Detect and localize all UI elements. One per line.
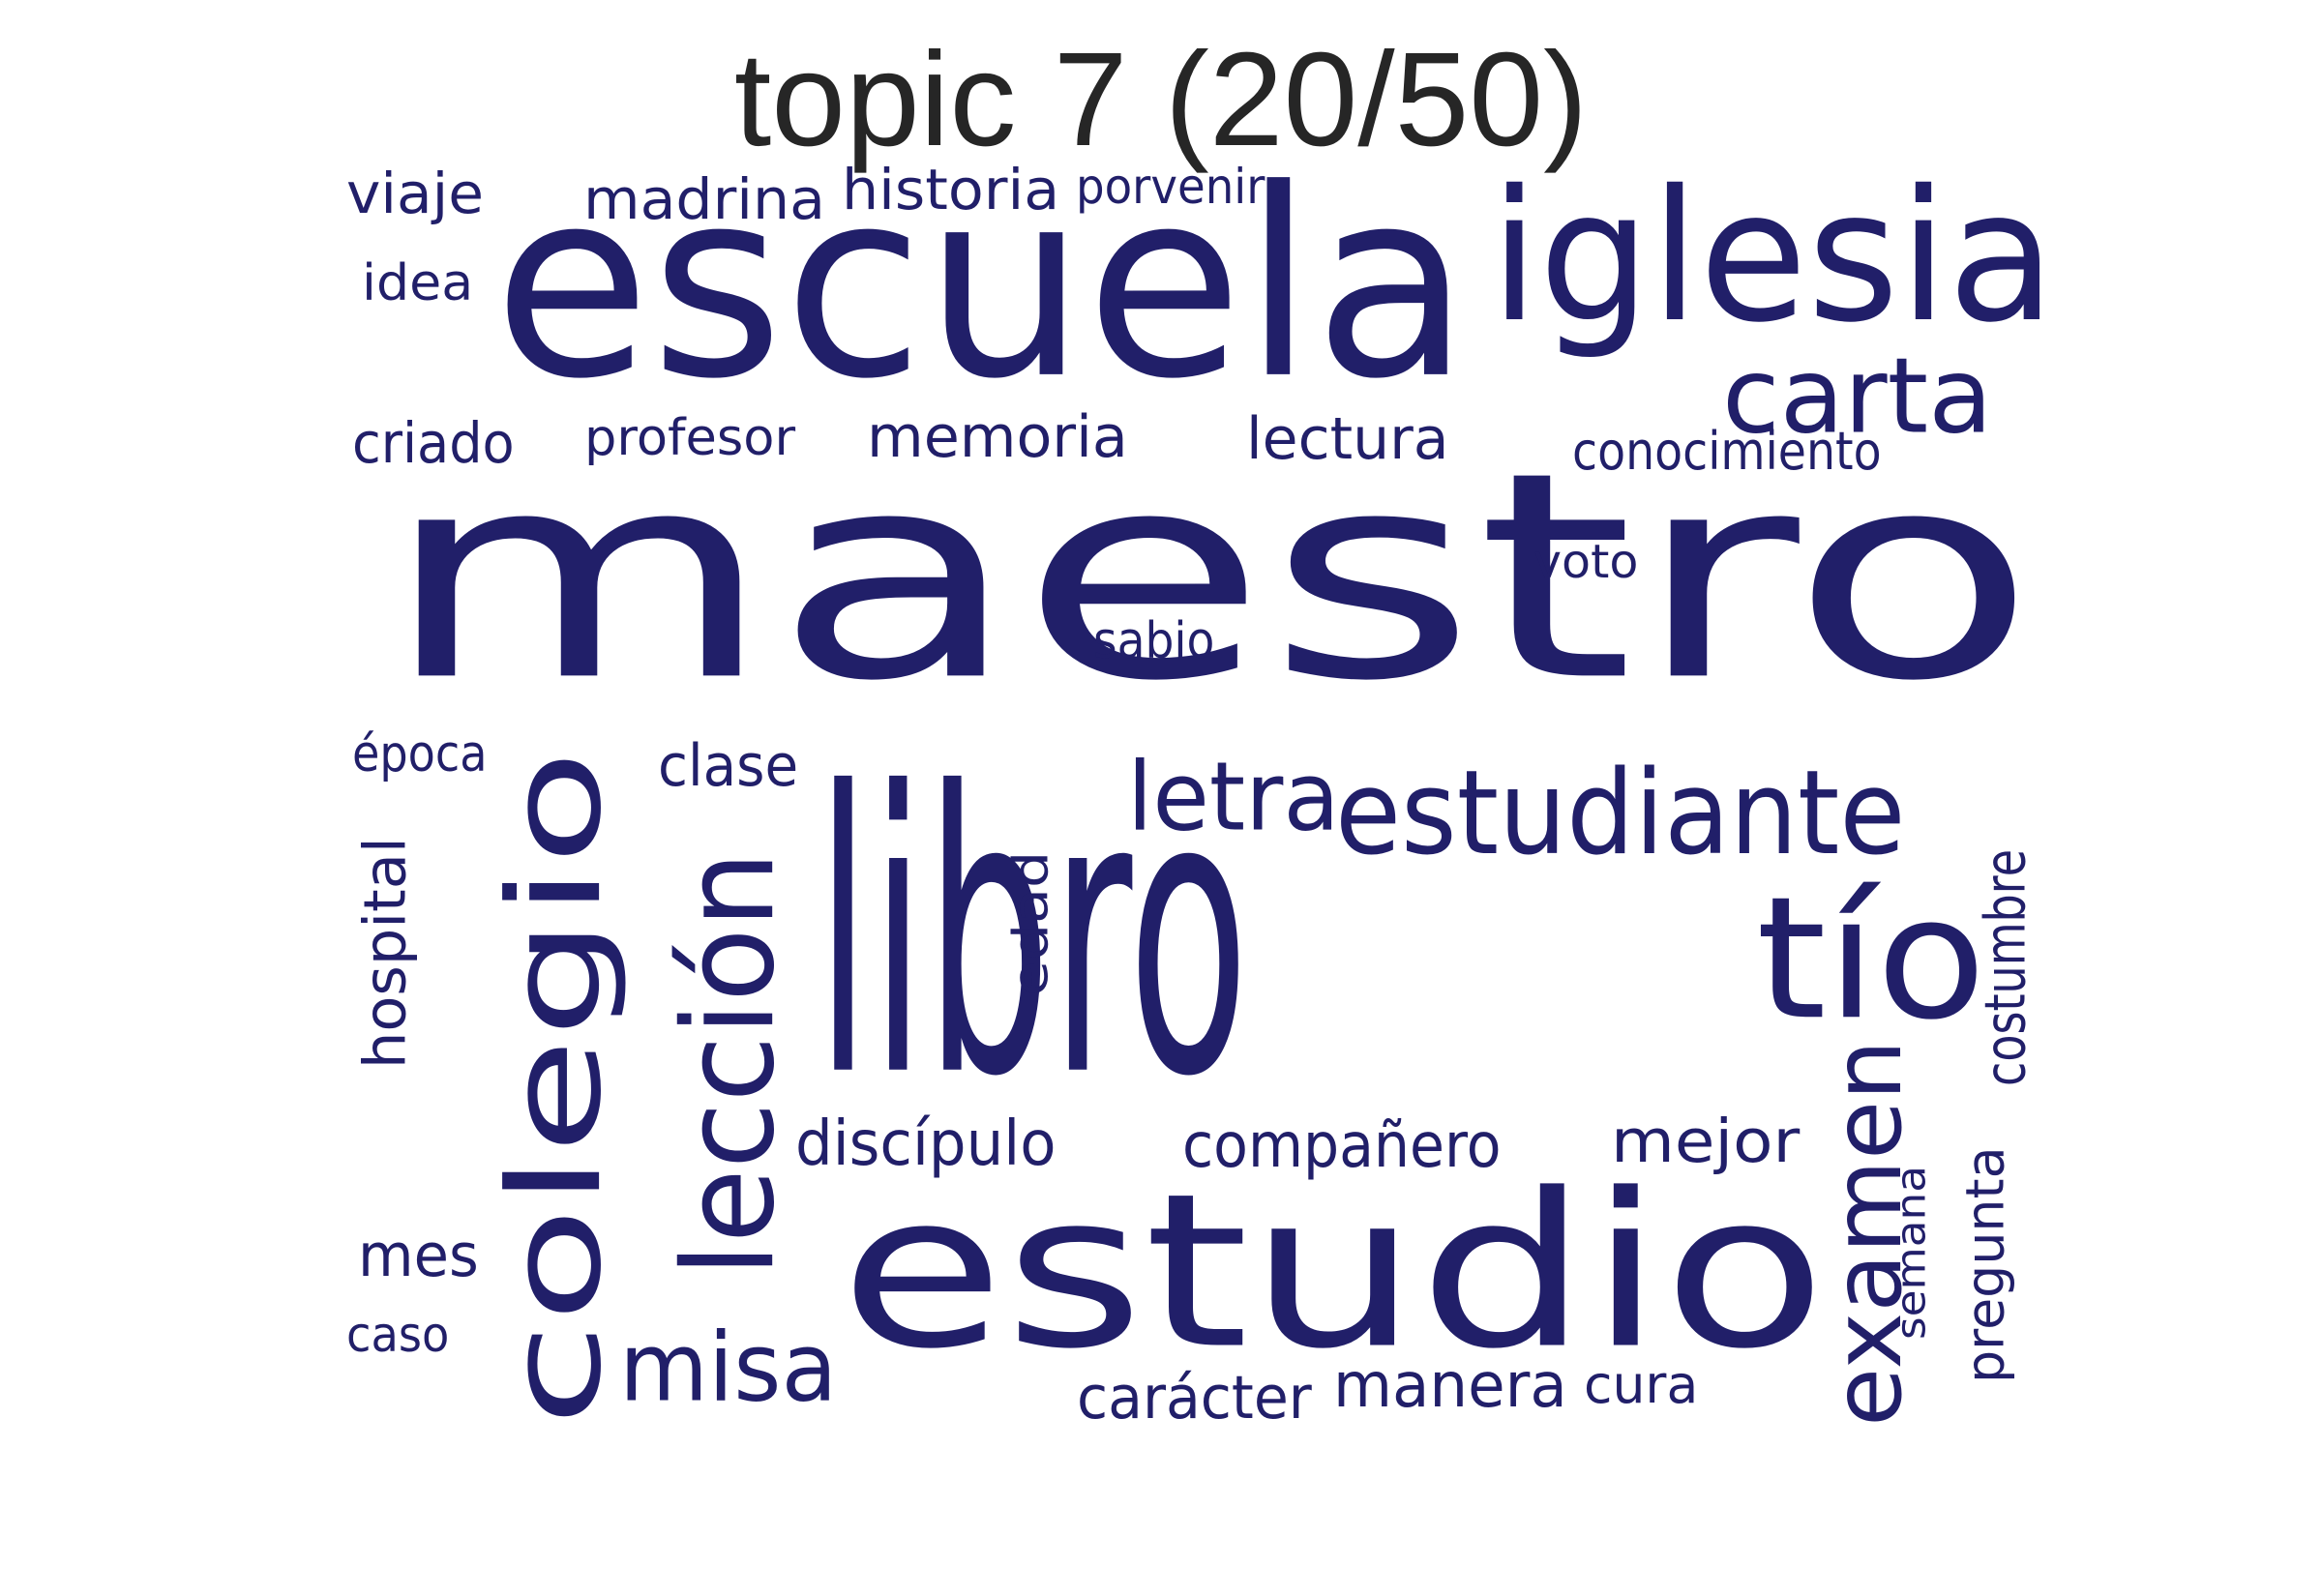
word-estudiante: estudiante — [1335, 747, 1906, 881]
word-memoria: memoria — [867, 402, 1128, 471]
word-tio: tío — [1756, 861, 1986, 1058]
word-clase: clase — [658, 731, 799, 800]
word-criado: criado — [352, 411, 515, 477]
word-carta: carta — [1722, 335, 1993, 457]
word-sabio: sabio — [1093, 612, 1215, 671]
word-edad: edad — [1003, 850, 1059, 996]
word-libro: libro — [816, 710, 1249, 1162]
word-costumbre: costumbre — [1973, 848, 2039, 1086]
word-voto: voto — [1533, 535, 1639, 590]
word-semana: semana — [1888, 1165, 1935, 1340]
word-letra: letra — [1127, 741, 1340, 852]
word-misa: misa — [619, 1312, 838, 1423]
word-estudio: estudio — [840, 1147, 1827, 1396]
word-escuela: escuela — [493, 133, 1471, 436]
word-lectura: lectura — [1246, 404, 1449, 473]
word-manera: manera — [1333, 1348, 1567, 1422]
word-colegio: colegio — [480, 749, 630, 1427]
word-conocimiento: conocimiento — [1572, 420, 1882, 483]
word-viaje: viaje — [346, 162, 484, 227]
word-hospital: hospital — [351, 837, 419, 1069]
word-profesor: profesor — [584, 409, 796, 468]
word-historia: historia — [842, 158, 1060, 223]
word-madrina: madrina — [583, 167, 825, 233]
page-title: topic 7 (20/50) — [733, 25, 1589, 174]
word-companero: compañero — [1182, 1108, 1502, 1182]
word-pregunta: pregunta — [1953, 1146, 2016, 1383]
word-caso: caso — [346, 1306, 450, 1364]
word-discipulo: discípulo — [795, 1107, 1057, 1180]
word-leccion: lección — [656, 851, 803, 1277]
word-porvenir: porvenir — [1076, 158, 1265, 216]
word-mes: mes — [358, 1221, 479, 1291]
word-epoca: época — [352, 725, 488, 784]
word-caracter: carácter — [1077, 1363, 1312, 1433]
word-cura: cura — [1584, 1353, 1699, 1416]
word-idea: idea — [362, 254, 474, 313]
word-maestro: maestro — [382, 411, 2037, 744]
word-iglesia: iglesia — [1490, 151, 2056, 363]
word-mejor: mejor — [1611, 1107, 1801, 1177]
